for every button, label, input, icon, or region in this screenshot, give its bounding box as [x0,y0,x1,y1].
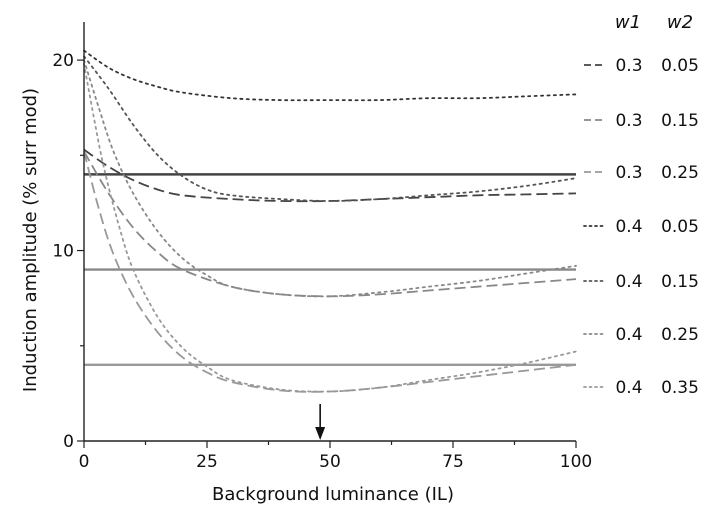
x-tick-label: 25 [196,452,218,472]
arrow-head [315,427,326,440]
legend-w2: 0.25 [661,325,699,345]
legend-w1: 0.4 [615,217,642,237]
y-axis-title: Induction amplitude (% surr mod) [20,88,41,392]
legend-w2: 0.05 [661,56,699,76]
series-line-1 [83,148,577,203]
x-tick-label: 75 [442,452,464,472]
x-ticks: 0 25 50 75 100 [79,441,592,472]
y-ticks: 0 10 20 [52,51,84,452]
series-line-6 [83,59,577,298]
series-line-3 [83,151,577,393]
y-tick-label: 20 [52,51,74,71]
y-tick-label: 0 [63,432,74,452]
legend-header-w1: w1 [615,12,641,33]
series-lines [83,49,577,393]
arrow-annotation [315,404,326,440]
legend-w2: 0.15 [661,272,699,292]
x-axis-title: Background luminance (IL) [212,484,454,505]
series-line-7 [83,63,577,393]
series-line-5 [83,55,577,202]
legend-w1: 0.4 [615,378,642,398]
y-tick-label: 10 [52,242,74,262]
legend-w2: 0.35 [661,378,699,398]
legend: w1 w2 0.3 0.05 0.3 0.15 0.3 0.25 0.4 0.05 0.4 0.1… [583,12,699,398]
legend-w1: 0.4 [615,272,642,292]
legend-w2: 0.15 [661,111,699,131]
legend-w1: 0.3 [615,56,642,76]
x-tick-label: 0 [79,452,90,472]
legend-w1: 0.3 [615,111,642,131]
series-line-2 [83,151,577,298]
axes: 0 25 50 75 100 0 10 20 [52,22,592,472]
x-tick-label: 50 [319,452,341,472]
x-tick-label: 100 [560,452,592,472]
legend-w2: 0.25 [661,163,699,183]
reference-lines [84,173,576,367]
series-line-4 [83,49,577,102]
legend-header-w2: w2 [667,12,693,33]
legend-w1: 0.3 [615,163,642,183]
legend-w1: 0.4 [615,325,642,345]
legend-w2: 0.05 [661,217,699,237]
